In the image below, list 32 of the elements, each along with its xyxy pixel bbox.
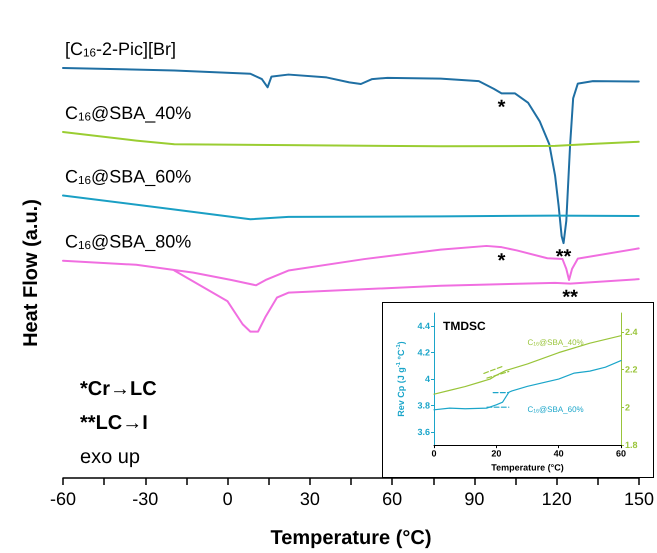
- y2-tick-label: 1.8: [625, 440, 638, 450]
- annotation: *: [498, 96, 506, 118]
- x-tick-label: 0: [431, 448, 437, 459]
- x-tick-label: 90: [464, 489, 484, 509]
- x-axis-title: Temperature (°C): [270, 527, 432, 549]
- annotation: **: [562, 286, 578, 309]
- x-tick-label: 120: [542, 489, 572, 509]
- y2-tick-label: 2.2: [625, 364, 638, 375]
- x-tick-label: -60: [50, 489, 76, 509]
- annotation: **: [556, 246, 572, 268]
- y-tick-label: 4.4: [417, 321, 430, 332]
- annotation: *Cr→LC: [80, 378, 157, 400]
- x-tick-label: -30: [132, 489, 158, 509]
- annotation: exo up: [80, 446, 140, 468]
- annotation: **LC→I: [80, 412, 148, 434]
- annotation: *: [498, 250, 506, 272]
- y-axis-title: Heat Flow (a.u.): [20, 199, 42, 347]
- x-tick-label: 60: [382, 489, 402, 509]
- y-tick-label: 3.8: [417, 400, 430, 410]
- x-tick-label: 150: [624, 489, 654, 509]
- x-tick-label: 60: [616, 448, 626, 459]
- x-tick-label: 40: [554, 448, 564, 459]
- y-tick-label: 4: [424, 374, 430, 384]
- y-tick-label: 3.6: [417, 426, 430, 437]
- x-tick-label: 0: [222, 489, 233, 509]
- x-tick-label: 20: [491, 448, 502, 459]
- x-tick-label: 30: [300, 489, 320, 509]
- y-tick-label: 4.2: [417, 348, 430, 358]
- text: TMDSC: [443, 319, 486, 333]
- y2-tick-label: 2.4: [625, 326, 638, 337]
- x-axis-title: Temperature (°C): [491, 462, 564, 472]
- y2-tick-label: 2: [625, 402, 630, 412]
